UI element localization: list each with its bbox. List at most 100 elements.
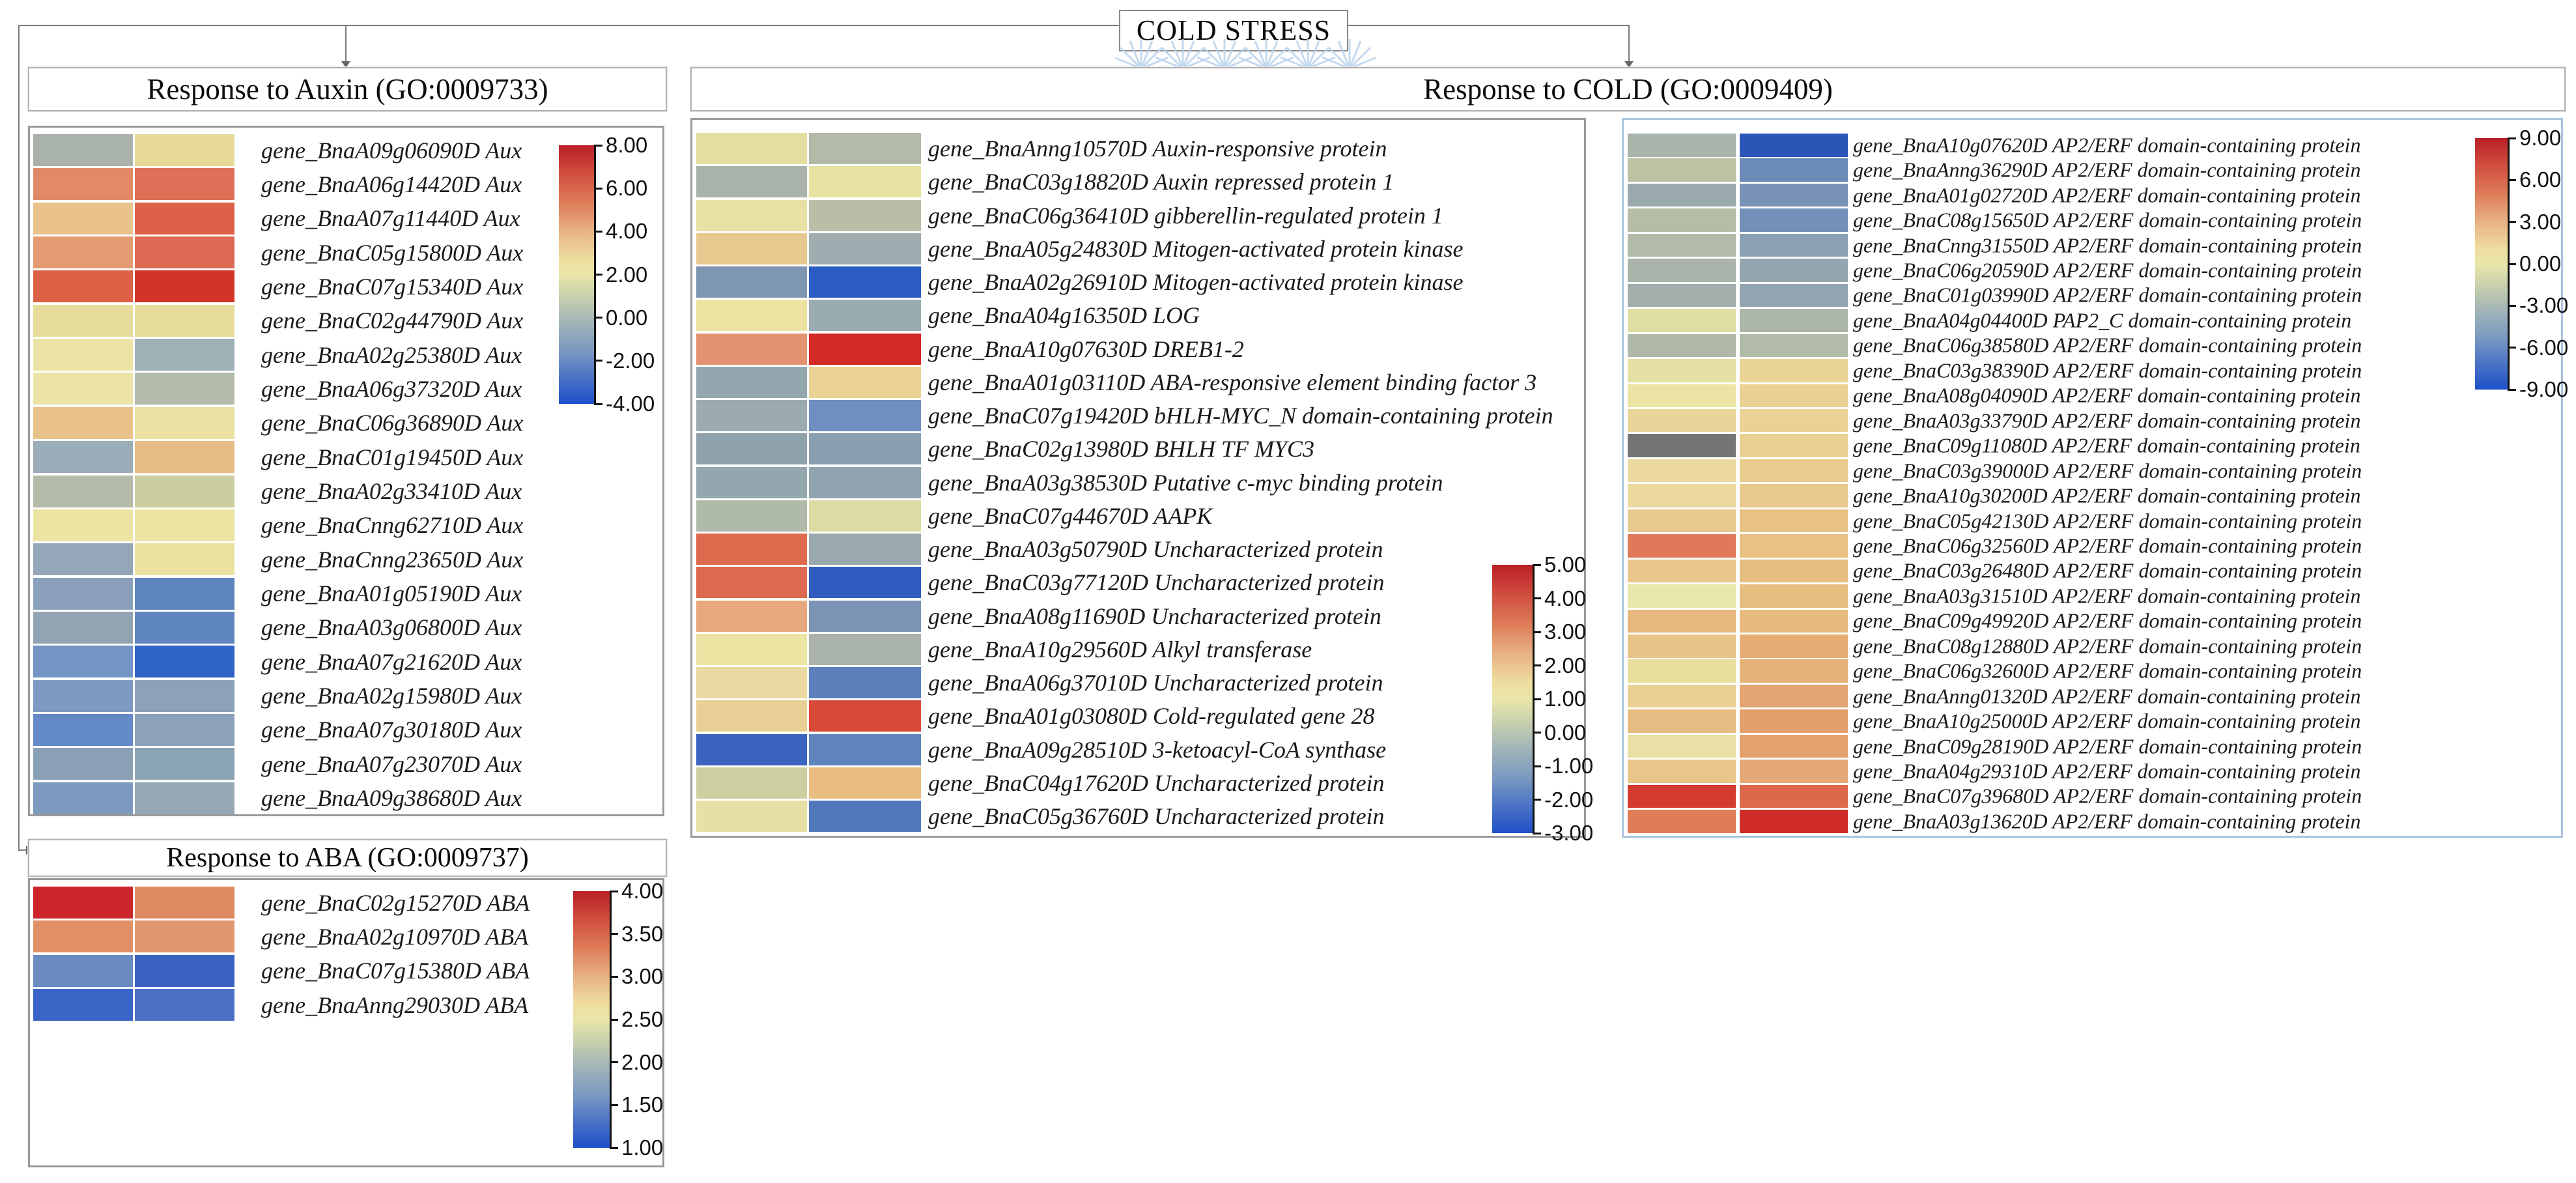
heatmap-cell: [1740, 134, 1848, 157]
heatmap-panel-auxin: gene_BnaA09g06090D Aux gene_BnaA06g14420D…: [28, 126, 664, 816]
heatmap-cell: [135, 339, 234, 371]
panel-title-cold-label: Response to COLD (GO:0009409): [1423, 73, 1833, 106]
heatmap-cell: [696, 534, 807, 565]
heatmap-panel-cold-right: gene_BnaA10g07620D AP2/ERF domain-contai…: [1622, 118, 2568, 838]
colorbar-tick-label: 2.00: [606, 262, 648, 287]
heatmap-cell: [135, 168, 234, 201]
colorbar-tick-label: 4.00: [621, 879, 664, 903]
heatmap-cell: [1628, 559, 1736, 583]
heatmap-cell: [696, 600, 807, 632]
gene-label: gene_BnaC03g18820D Auxin repressed prote…: [928, 169, 1394, 195]
heatmap-cell: [135, 475, 234, 507]
gene-label: gene_BnaA10g25000D AP2/ERF domain-contai…: [1853, 709, 2361, 733]
heatmap-cell: [809, 300, 921, 332]
gene-label: gene_BnaA01g02720D AP2/ERF domain-contai…: [1853, 183, 2361, 207]
gene-label: gene_BnaA07g11440D Aux: [261, 205, 520, 232]
heatmap-cell: [1628, 359, 1736, 382]
heatmap-cell: [1740, 559, 1848, 583]
heatmap-cell: [809, 233, 921, 264]
panel-title-cold: Response to COLD (GO:0009409): [690, 67, 2566, 111]
heatmap-cell: [809, 199, 921, 231]
colorbar-tick: [2508, 347, 2516, 349]
heatmap-cell: [809, 700, 921, 732]
heatmap-cell: [1628, 810, 1736, 833]
heatmap-cell: [33, 270, 133, 303]
heatmap-cell: [1740, 584, 1848, 608]
gene-label: gene_BnaA03g33790D AP2/ERF domain-contai…: [1853, 408, 2361, 433]
colorbar-tick-label: 1.50: [621, 1092, 664, 1117]
gene-label: gene_BnaC07g39680D AP2/ERF domain-contai…: [1853, 784, 2362, 808]
gene-label: gene_BnaC06g36410D gibberellin-regulated…: [928, 202, 1443, 229]
heatmap-cell: [135, 134, 234, 166]
colorbar-tick: [2508, 137, 2516, 139]
heatmap-cell: [696, 233, 807, 264]
gene-label: gene_BnaA10g07620D AP2/ERF domain-contai…: [1853, 133, 2361, 157]
gene-label: gene_BnaC02g15270D ABA: [261, 889, 530, 916]
heatmap-cell: [1628, 534, 1736, 558]
heatmap-cell: [33, 713, 133, 746]
heatmap-cell: [696, 333, 807, 365]
heatmap-cell: [1628, 233, 1736, 257]
heatmap-cell: [1628, 134, 1736, 157]
heatmap-cell: [135, 611, 234, 644]
gene-label: gene_BnaA04g16350D LOG: [928, 302, 1200, 329]
heatmap-cell: [135, 577, 234, 610]
colorbar-tick: [594, 360, 602, 362]
heatmap-cell: [1740, 634, 1848, 658]
heatmap-cell: [1628, 158, 1736, 182]
heatmap-cell: [1740, 709, 1848, 733]
colorbar-tick: [2508, 178, 2516, 181]
gene-label: gene_BnaA01g05190D Aux: [261, 580, 522, 607]
colorbar-tick-label: 5.00: [1544, 552, 1587, 577]
colorbar-tick: [1533, 664, 1541, 666]
gene-label: gene_BnaC05g36760D Uncharacterized prote…: [928, 803, 1385, 829]
colorbar: [573, 891, 612, 1148]
heatmap-cell: [1628, 584, 1736, 608]
colorbar-tick: [610, 933, 618, 935]
gene-label: gene_BnaA03g31510D AP2/ERF domain-contai…: [1853, 584, 2361, 608]
heatmap-cell: [809, 433, 921, 465]
heatmap-cell: [809, 266, 921, 298]
colorbar-tick: [1533, 698, 1541, 700]
heatmap-cell: [1628, 434, 1736, 457]
gene-label: gene_BnaA07g21620D Aux: [261, 648, 522, 675]
colorbar-tick-label: -2.00: [606, 348, 655, 373]
colorbar-tick-label: -2.00: [1544, 787, 1594, 812]
colorbar-tick: [594, 317, 602, 319]
gene-label: gene_BnaA07g30180D Aux: [261, 717, 522, 743]
gene-label: gene_BnaA08g04090D AP2/ERF domain-contai…: [1853, 383, 2361, 407]
heatmap-cell: [135, 373, 234, 405]
heatmap-cell: [33, 339, 133, 371]
heatmap-cell: [135, 954, 234, 987]
gene-label: gene_BnaC04g17620D Uncharacterized prote…: [928, 769, 1385, 796]
gene-label: gene_BnaA01g03110D ABA-responsive elemen…: [928, 369, 1537, 395]
heatmap-cell: [1628, 634, 1736, 658]
colorbar-tick-label: -3.00: [2519, 293, 2569, 318]
colorbar: [1492, 565, 1535, 833]
heatmap-cell: [1740, 384, 1848, 407]
heatmap-cell: [809, 600, 921, 632]
heatmap-cell: [809, 333, 921, 365]
gene-label: gene_BnaA02g10970D ABA: [261, 923, 529, 950]
heatmap-cell: [33, 134, 133, 166]
heatmap-panel-aba: gene_BnaC02g15270D ABA gene_BnaA02g10970D…: [28, 878, 664, 1167]
gene-label: gene_BnaAnng01320D AP2/ERF domain-contai…: [1853, 684, 2361, 708]
gene-label: gene_BnaA10g07630D DREB1-2: [928, 335, 1244, 362]
gene-label: gene_BnaC03g38390D AP2/ERF domain-contai…: [1853, 358, 2362, 382]
heatmap-cell: [809, 801, 921, 832]
heatmap-cell: [33, 679, 133, 712]
colorbar-tick-label: 4.00: [606, 219, 648, 244]
heatmap-cell: [33, 646, 133, 678]
gene-label: gene_BnaC02g44790D Aux: [261, 307, 524, 334]
gene-label: gene_BnaA02g33410D Aux: [261, 478, 522, 504]
gene-label: gene_BnaA02g15980D Aux: [261, 683, 522, 709]
heatmap-cell: [135, 202, 234, 235]
colorbar-tick-label: 3.50: [621, 921, 664, 946]
heatmap-cell: [33, 611, 133, 644]
gene-label: gene_BnaC09g49920D AP2/ERF domain-contai…: [1853, 608, 2362, 633]
heatmap-cell: [1740, 233, 1848, 257]
heatmap-cell: [1628, 408, 1736, 433]
heatmap-cell: [1740, 459, 1848, 483]
colorbar-tick: [1533, 563, 1541, 566]
gene-label: gene_BnaCnng62710D Aux: [261, 512, 524, 539]
